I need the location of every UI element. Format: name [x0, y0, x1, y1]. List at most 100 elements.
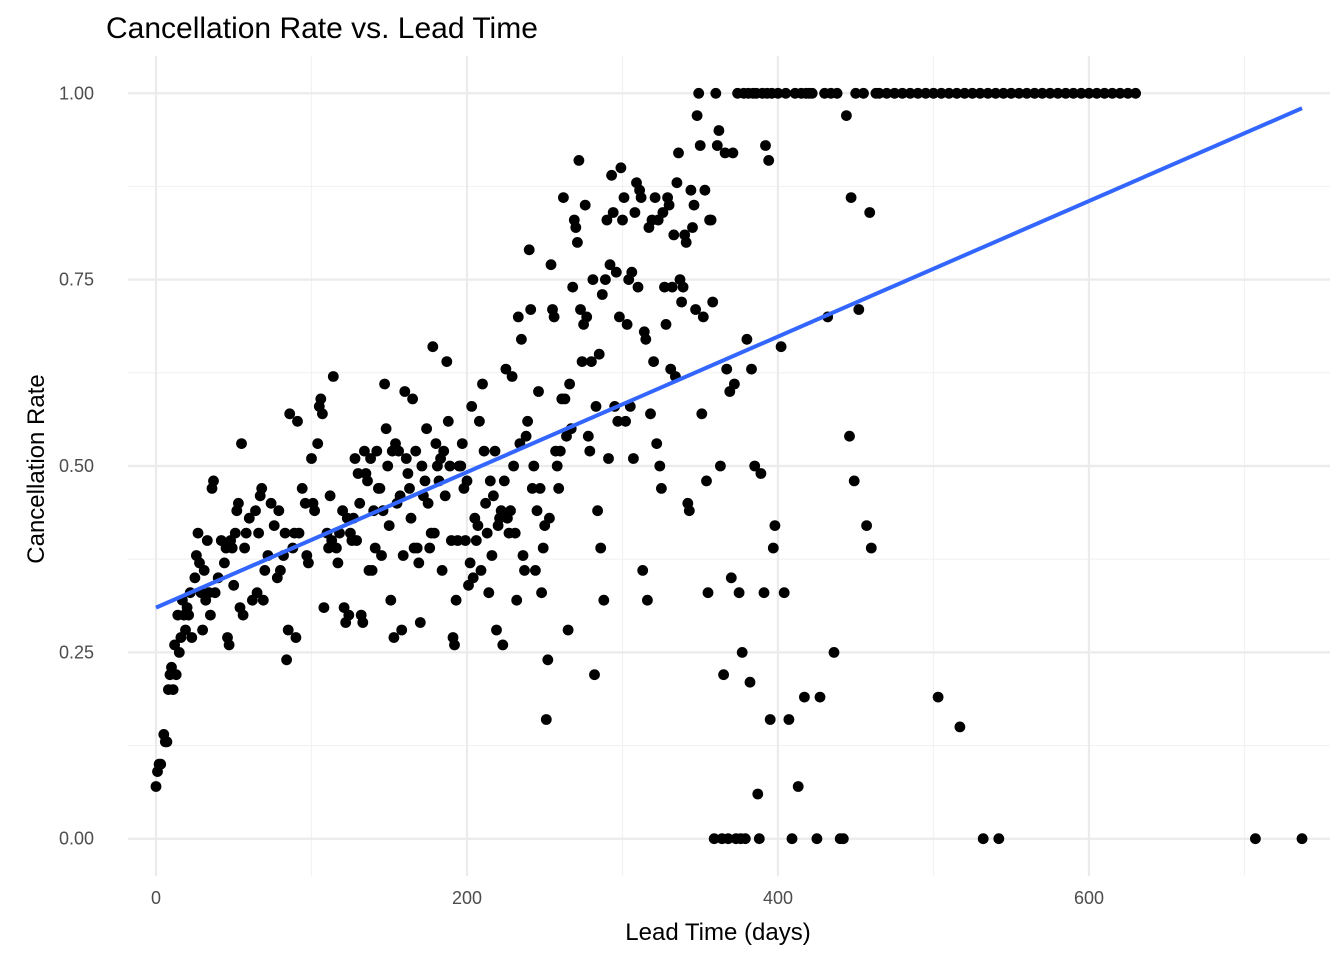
- data-point: [696, 408, 708, 420]
- data-point: [480, 497, 491, 509]
- data-point: [393, 445, 404, 457]
- data-point: [697, 311, 709, 323]
- data-point: [402, 468, 414, 479]
- data-point: [562, 624, 574, 636]
- data-point: [349, 453, 361, 464]
- data-point: [607, 207, 619, 218]
- data-point: [564, 378, 575, 390]
- data-point: [533, 386, 544, 397]
- data-point: [763, 155, 775, 166]
- data-point: [343, 609, 355, 621]
- data-point: [385, 594, 397, 606]
- data-point: [977, 833, 989, 845]
- data-point: [331, 542, 342, 554]
- data-point: [399, 386, 411, 397]
- data-point: [719, 147, 731, 159]
- data-point: [354, 497, 366, 509]
- data-point: [526, 483, 538, 494]
- data-point: [648, 356, 659, 367]
- y-tick-label: 0.75: [59, 270, 94, 290]
- data-point: [853, 304, 865, 315]
- data-point: [383, 520, 395, 531]
- data-point: [430, 438, 442, 449]
- data-point: [1060, 87, 1072, 99]
- data-point: [865, 542, 877, 554]
- data-point: [592, 505, 603, 517]
- data-point: [1005, 87, 1017, 99]
- data-point: [982, 87, 994, 99]
- data-point: [920, 87, 932, 99]
- data-point: [575, 304, 586, 315]
- data-point: [954, 721, 966, 733]
- data-point: [477, 378, 488, 390]
- data-point: [1075, 87, 1087, 99]
- data-point: [281, 654, 292, 666]
- y-tick-label: 1.00: [59, 83, 94, 103]
- data-point: [170, 669, 182, 681]
- data-point: [570, 222, 582, 233]
- data-point: [489, 445, 501, 457]
- data-point: [792, 781, 804, 792]
- data-point: [841, 110, 852, 121]
- data-point: [239, 542, 251, 554]
- data-point: [951, 87, 963, 99]
- data-point: [474, 415, 485, 427]
- data-point: [693, 87, 705, 99]
- data-point: [864, 207, 876, 218]
- data-point: [680, 237, 692, 248]
- x-tick-label: 600: [1074, 888, 1104, 908]
- data-point: [525, 304, 537, 315]
- data-point: [741, 333, 753, 345]
- data-point: [1036, 87, 1048, 99]
- data-point: [540, 714, 552, 725]
- data-point: [780, 87, 792, 99]
- trend-layer: [155, 106, 1303, 610]
- data-point: [603, 453, 614, 464]
- data-point: [881, 87, 893, 99]
- data-point: [352, 468, 364, 479]
- data-point: [593, 348, 605, 360]
- data-point: [645, 408, 656, 420]
- x-tick-label: 400: [763, 888, 793, 908]
- data-point: [1013, 87, 1025, 99]
- y-axis-title: Cancellation Rate: [23, 374, 50, 563]
- data-point: [600, 274, 611, 285]
- data-point: [715, 460, 726, 472]
- data-point: [671, 177, 683, 189]
- data-point: [632, 281, 644, 293]
- data-point: [495, 505, 507, 517]
- data-point: [861, 520, 872, 531]
- data-point: [572, 237, 583, 248]
- data-point: [318, 602, 330, 613]
- data-point: [472, 520, 484, 531]
- data-point: [783, 714, 795, 725]
- data-point: [475, 565, 487, 576]
- data-point: [845, 192, 857, 204]
- data-point: [837, 833, 849, 845]
- data-point: [806, 87, 818, 99]
- data-point: [635, 192, 647, 204]
- data-point: [601, 214, 613, 226]
- data-point: [640, 333, 652, 345]
- data-point: [240, 527, 252, 539]
- data-point: [442, 415, 454, 427]
- data-point: [253, 527, 264, 539]
- data-point: [404, 483, 415, 494]
- data-point: [500, 363, 512, 375]
- data-point: [282, 624, 294, 636]
- data-point: [708, 833, 720, 845]
- data-point: [362, 475, 373, 487]
- points-layer: [150, 87, 1308, 845]
- data-point: [374, 483, 386, 494]
- data-point: [651, 438, 663, 449]
- data-point: [201, 535, 213, 546]
- data-point: [687, 222, 698, 233]
- data-point: [1114, 87, 1126, 99]
- data-point: [306, 453, 317, 464]
- data-point: [365, 453, 376, 464]
- data-point: [407, 393, 418, 405]
- data-point: [558, 192, 569, 204]
- data-point: [764, 714, 776, 725]
- data-point: [505, 505, 516, 517]
- data-point: [534, 483, 546, 494]
